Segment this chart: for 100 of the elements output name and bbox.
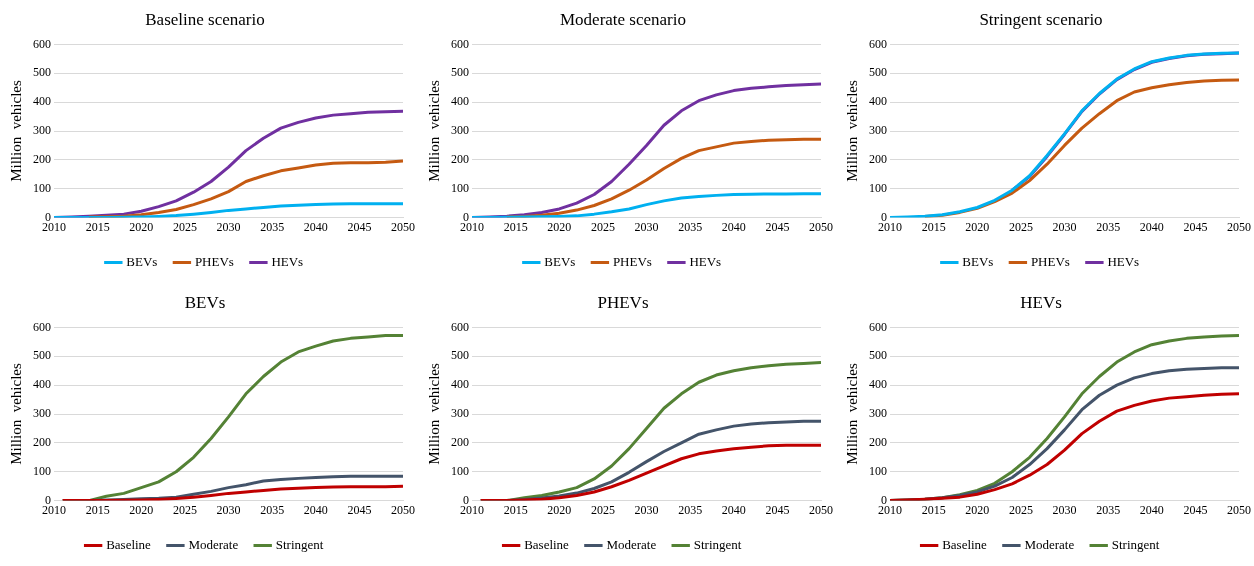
y-tick-label: 600	[33, 36, 51, 51]
y-tick-label: 100	[33, 463, 51, 478]
y-axis-title: Million vehicles	[7, 363, 24, 465]
y-tick-label: 500	[33, 65, 51, 80]
legend-label: HEVs	[271, 253, 304, 269]
x-tick-label: 2020	[547, 219, 572, 234]
y-tick-label: 400	[33, 94, 51, 109]
x-tick-label: 2015	[503, 502, 528, 517]
legend-label: PHEVs	[612, 253, 652, 269]
legend-label: Stringent	[275, 536, 324, 552]
legend-label: Moderate	[606, 536, 657, 552]
x-tick-label: 2025	[172, 502, 197, 517]
y-tick-label: 400	[869, 377, 887, 392]
y-tick-label: 500	[869, 65, 887, 80]
y-axis-title: Million vehicles	[425, 80, 442, 182]
y-tick-label: 600	[869, 36, 887, 51]
x-tick-label: 2025	[1008, 219, 1033, 234]
y-tick-label: 500	[869, 348, 887, 363]
y-tick-label: 100	[33, 180, 51, 195]
chart-title: Moderate scenario	[559, 9, 687, 29]
x-tick-label: 2030	[216, 502, 241, 517]
y-axis-title: Million vehicles	[425, 363, 442, 465]
x-tick-label: 2025	[590, 502, 615, 517]
x-tick-label: 2035	[260, 502, 285, 517]
x-tick-label: 2040	[721, 219, 746, 234]
x-tick-label: 2045	[765, 219, 790, 234]
y-axis-title: Million vehicles	[7, 80, 24, 182]
x-tick-label: 2020	[965, 219, 990, 234]
x-tick-label: 2035	[260, 219, 285, 234]
x-tick-label: 2035	[678, 502, 703, 517]
chart-title: Baseline scenario	[145, 9, 265, 29]
legend-label: Stringent	[693, 536, 742, 552]
legend-label: Baseline	[524, 536, 570, 552]
y-tick-label: 300	[451, 406, 469, 421]
chart-title: Stringent scenario	[979, 9, 1103, 29]
y-tick-label: 0	[881, 492, 887, 507]
y-tick-label: 500	[33, 348, 51, 363]
x-tick-label: 2040	[1139, 502, 1164, 517]
y-tick-label: 600	[869, 319, 887, 334]
y-tick-label: 0	[45, 209, 51, 224]
x-tick-label: 2030	[1052, 219, 1077, 234]
legend-label: Baseline	[106, 536, 152, 552]
chart-title: PHEVs	[597, 292, 649, 312]
y-tick-label: 100	[869, 180, 887, 195]
x-tick-label: 2050	[391, 219, 415, 234]
y-tick-label: 600	[451, 36, 469, 51]
legend-label: HEVs	[1107, 253, 1140, 269]
y-tick-label: 100	[451, 463, 469, 478]
x-tick-label: 2020	[129, 502, 154, 517]
x-tick-label: 2050	[1227, 502, 1251, 517]
x-tick-label: 2015	[85, 219, 110, 234]
x-tick-label: 2045	[1183, 502, 1208, 517]
x-tick-label: 2030	[1052, 502, 1077, 517]
y-tick-label: 200	[869, 435, 887, 450]
y-tick-label: 0	[45, 492, 51, 507]
y-tick-label: 200	[33, 152, 51, 167]
x-tick-label: 2020	[547, 502, 572, 517]
x-tick-label: 2030	[216, 219, 241, 234]
y-tick-label: 200	[869, 152, 887, 167]
legend-label: Moderate	[1024, 536, 1075, 552]
y-tick-label: 100	[451, 180, 469, 195]
legend-label: BEVs	[544, 253, 576, 269]
x-tick-label: 2025	[1008, 502, 1033, 517]
x-tick-label: 2015	[921, 502, 946, 517]
y-tick-label: 0	[881, 209, 887, 224]
y-tick-label: 200	[451, 152, 469, 167]
legend-label: PHEVs	[1030, 253, 1070, 269]
x-tick-label: 2040	[721, 502, 746, 517]
y-tick-label: 300	[869, 123, 887, 138]
x-tick-label: 2040	[303, 219, 328, 234]
y-tick-label: 300	[451, 123, 469, 138]
x-tick-label: 2015	[921, 219, 946, 234]
y-axis-title: Million vehicles	[843, 363, 860, 465]
x-tick-label: 2020	[129, 219, 154, 234]
y-tick-label: 300	[33, 406, 51, 421]
x-tick-label: 2045	[347, 502, 372, 517]
x-tick-label: 2030	[634, 219, 659, 234]
x-tick-label: 2015	[503, 219, 528, 234]
y-tick-label: 600	[451, 319, 469, 334]
y-tick-label: 400	[33, 377, 51, 392]
legend-label: Baseline	[942, 536, 988, 552]
x-tick-label: 2025	[172, 219, 197, 234]
x-tick-label: 2025	[590, 219, 615, 234]
x-tick-label: 2020	[965, 502, 990, 517]
y-tick-label: 300	[33, 123, 51, 138]
legend-label: Stringent	[1111, 536, 1160, 552]
y-tick-label: 200	[33, 435, 51, 450]
x-tick-label: 2035	[1096, 502, 1121, 517]
y-tick-label: 0	[463, 209, 469, 224]
y-tick-label: 0	[463, 492, 469, 507]
x-tick-label: 2045	[347, 219, 372, 234]
y-tick-label: 400	[451, 94, 469, 109]
x-tick-label: 2050	[391, 502, 415, 517]
y-tick-label: 500	[451, 65, 469, 80]
x-tick-label: 2045	[1183, 219, 1208, 234]
y-tick-label: 400	[451, 377, 469, 392]
y-tick-label: 500	[451, 348, 469, 363]
x-tick-label: 2035	[1096, 219, 1121, 234]
chart-title: HEVs	[1020, 292, 1062, 312]
x-tick-label: 2045	[765, 502, 790, 517]
